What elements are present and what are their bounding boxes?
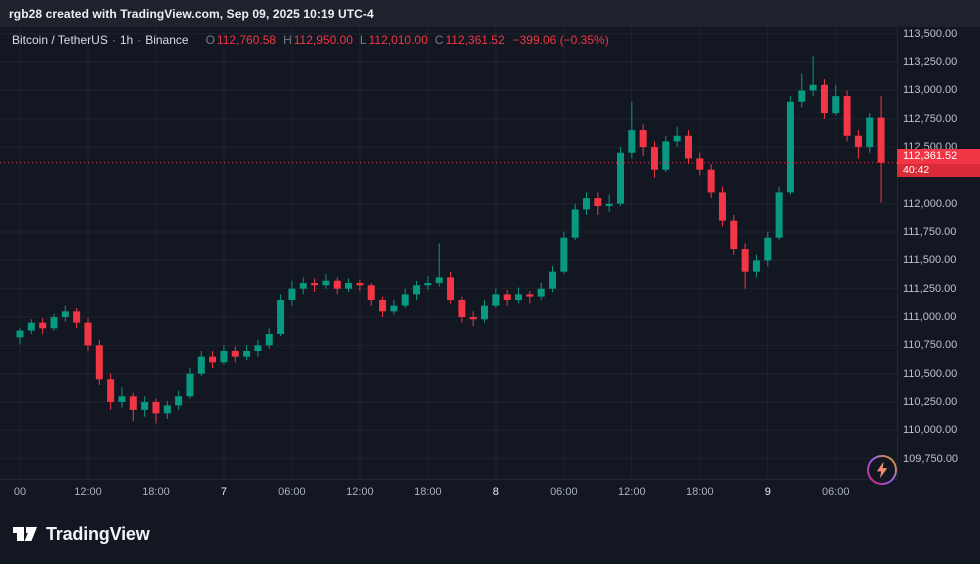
time-axis-label: 9 (764, 486, 771, 498)
price-axis-label: 110,750.00 (903, 339, 958, 352)
time-axis-label: 06:00 (550, 486, 578, 498)
high-value: 112,950.00 (293, 33, 353, 47)
price-axis-label: 112,750.00 (903, 112, 958, 125)
price-axis-label: 112,000.00 (903, 197, 958, 210)
tradingview-logo-icon (13, 527, 37, 541)
high-label: H (283, 33, 292, 47)
low-label: L (359, 33, 367, 47)
time-axis-label: 06:00 (278, 486, 306, 498)
time-axis-label: 00 (13, 486, 27, 498)
price-axis-label: 113,000.00 (903, 84, 958, 97)
price-axis-label: 111,000.00 (903, 311, 957, 323)
time-axis-label: 7 (220, 486, 227, 498)
price-axis-label: 113,500.00 (903, 27, 958, 40)
open-label: O (205, 33, 215, 47)
price-axis-label: 111,750.00 (903, 226, 957, 239)
open-value: 112,760.58 (216, 33, 277, 47)
price-axis-label: 110,250.00 (903, 395, 958, 408)
attribution-text: rgb28 created with TradingView.com, Sep … (9, 6, 374, 21)
current-price-badge: 112,361.52 40:42 (897, 148, 980, 177)
time-axis-label: 18:00 (414, 486, 442, 498)
price-axis-label: 111,500.00 (903, 254, 957, 267)
time-axis-label: 8 (492, 486, 499, 498)
current-price-value: 112,361.52 (897, 148, 980, 164)
time-axis-separator (0, 479, 897, 480)
symbol-legend: Bitcoin / TetherUS · 1h · Binance O 112,760.5… (12, 33, 609, 47)
price-axis-label: 110,000.00 (903, 424, 958, 437)
legend-separator: · (137, 33, 142, 47)
symbol-name: Bitcoin / TetherUS (12, 33, 108, 47)
symbol-exchange: Binance (145, 33, 189, 47)
bar-countdown: 40:42 (897, 163, 980, 177)
price-axis[interactable]: 113,500.00 113,250.00 113,000.00 112,750.00… (897, 0, 980, 564)
price-axis-label: 110,500.00 (903, 367, 958, 380)
price-axis-label: 111,250.00 (903, 282, 957, 295)
time-axis-label: 06:00 (821, 486, 850, 498)
flash-button[interactable] (865, 453, 899, 487)
low-value: 112,010.00 (368, 33, 428, 47)
tradingview-logo-text: TradingView (46, 523, 150, 544)
time-axis-label: 18:00 (686, 486, 714, 498)
time-axis-label: 12:00 (618, 486, 646, 498)
time-axis-label: 18:00 (142, 486, 170, 498)
time-axis-label: 12:00 (346, 486, 374, 498)
lightning-icon (867, 455, 897, 485)
price-axis-label: 109,750.00 (903, 452, 959, 465)
legend-separator: · (111, 33, 116, 47)
tradingview-logo[interactable]: TradingView (12, 522, 150, 546)
symbol-title[interactable]: Bitcoin / TetherUS · 1h · Binance (12, 33, 189, 47)
ohlc-readout: O 112,760.58 H 112,950.00 L 112,010.00 C 112,36… (199, 33, 609, 47)
symbol-interval: 1h (119, 33, 134, 47)
close-label: C (434, 33, 444, 47)
price-axis-label: 113,250.00 (903, 56, 958, 69)
close-value: 112,361.52 (445, 33, 505, 47)
candlestick-plot[interactable] (0, 27, 897, 479)
time-axis[interactable]: 00 12:00 18:00 7 06:00 12:00 18:00 8 06:00 12:00 1… (0, 479, 897, 505)
attribution-bar: rgb28 created with TradingView.com, Sep … (0, 0, 980, 27)
time-axis-label: 12:00 (74, 486, 102, 498)
price-axis-separator (897, 27, 898, 479)
change-value: −399.06 (−0.35%) (512, 33, 609, 47)
